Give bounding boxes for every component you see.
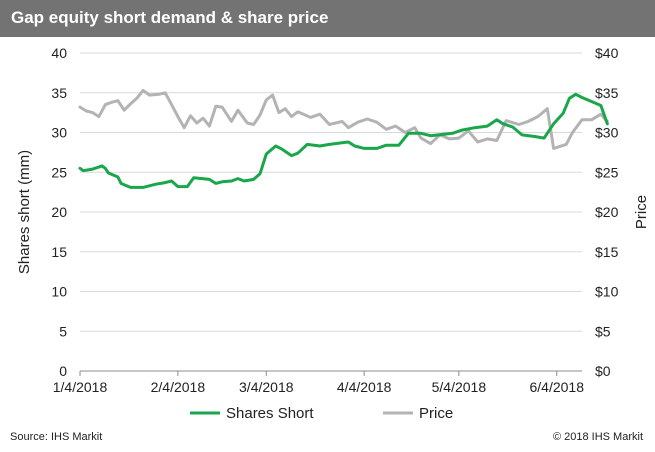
- y-tick-label: 5: [59, 323, 67, 339]
- y2-tick-label: $10: [595, 284, 619, 300]
- y-axis-left-ticks: 0 5 10 15 20 25 30 35 40: [51, 45, 67, 379]
- copyright-note: © 2018 IHS Markit: [552, 431, 643, 443]
- y-tick-label: 35: [51, 85, 67, 101]
- x-axis-ticks: 1/4/2018 2/4/2018 3/4/2018 4/4/2018 5/4/2018…: [53, 371, 584, 395]
- y2-tick-label: $20: [595, 204, 619, 220]
- y-tick-label: 30: [51, 125, 67, 141]
- y2-tick-label: $30: [595, 125, 619, 141]
- y2-tick-label: $40: [595, 45, 619, 61]
- y-tick-label: 25: [51, 164, 67, 180]
- title-bar: Gap equity short demand & share price: [0, 0, 655, 37]
- x-tick-label: 6/4/2018: [529, 379, 584, 395]
- y-axis-right-ticks: $0 $5 $10 $15 $20 $25 $30 $35 $40: [595, 45, 619, 379]
- y-tick-label: 40: [51, 45, 67, 61]
- chart-title: Gap equity short demand & share price: [11, 8, 329, 27]
- y2-tick-label: $25: [595, 164, 619, 180]
- y2-tick-label: $15: [595, 244, 619, 260]
- y2-tick-label: $35: [595, 85, 619, 101]
- legend: Shares Short Price: [190, 405, 453, 422]
- source-note: Source: IHS Markit: [10, 431, 103, 443]
- x-tick-label: 5/4/2018: [432, 379, 487, 395]
- x-tick-label: 1/4/2018: [53, 379, 108, 395]
- legend-label: Shares Short: [226, 405, 314, 422]
- y2-tick-label: $5: [595, 323, 611, 339]
- y-tick-label: 20: [51, 204, 67, 220]
- legend-label: Price: [419, 405, 453, 422]
- x-tick-label: 4/4/2018: [337, 379, 392, 395]
- y-axis-right-title: Price: [633, 195, 650, 229]
- y-tick-label: 15: [51, 244, 67, 260]
- y2-tick-label: $0: [595, 363, 611, 379]
- y-tick-label: 0: [59, 363, 67, 379]
- x-tick-label: 3/4/2018: [239, 379, 294, 395]
- shares-short-line: [78, 92, 609, 189]
- x-tick-label: 2/4/2018: [151, 379, 206, 395]
- y-tick-label: 10: [51, 284, 67, 300]
- price-line: [78, 88, 609, 150]
- series-lines: [78, 88, 609, 189]
- y-axis-left-title: Shares short (mm): [16, 150, 33, 274]
